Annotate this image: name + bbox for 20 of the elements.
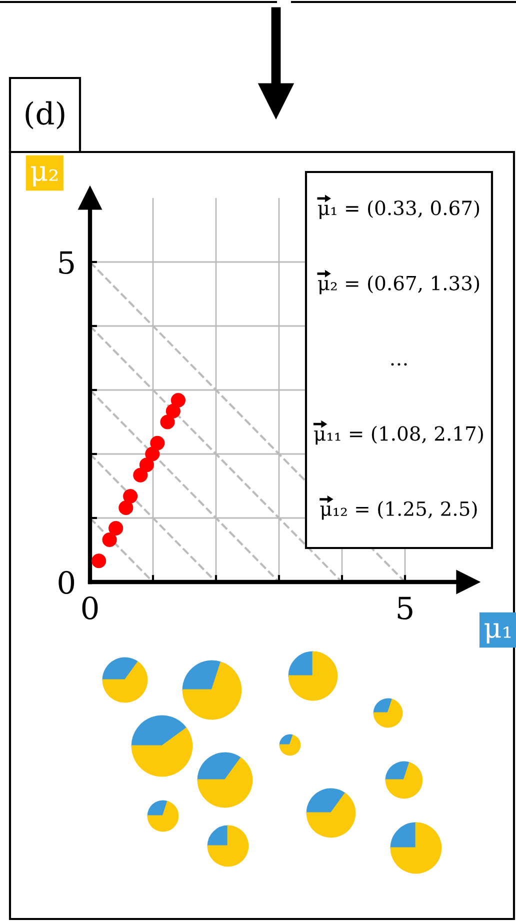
point xyxy=(108,520,124,536)
point xyxy=(150,436,165,450)
x-axis-title: μ₁ xyxy=(484,623,511,644)
annotation: μ₁ = (0.33, 0.67) xyxy=(318,200,480,220)
point xyxy=(160,414,175,430)
annotation: μ₁₁ = (1.08, 2.17) xyxy=(314,426,483,445)
point xyxy=(102,532,117,548)
point xyxy=(92,554,106,568)
point xyxy=(139,458,154,472)
point xyxy=(145,446,160,462)
point xyxy=(118,500,134,516)
annotation: μ₂ = (0.67, 1.33) xyxy=(318,275,480,294)
annotation: … xyxy=(391,363,407,366)
point xyxy=(133,468,148,482)
point xyxy=(170,392,186,408)
annotation: μ₁₂ = (1.25, 2.5) xyxy=(320,500,477,520)
y-axis-title: μ₂ xyxy=(30,166,58,186)
point xyxy=(166,404,180,418)
chart-title: (d) xyxy=(26,101,64,130)
point xyxy=(123,488,138,504)
